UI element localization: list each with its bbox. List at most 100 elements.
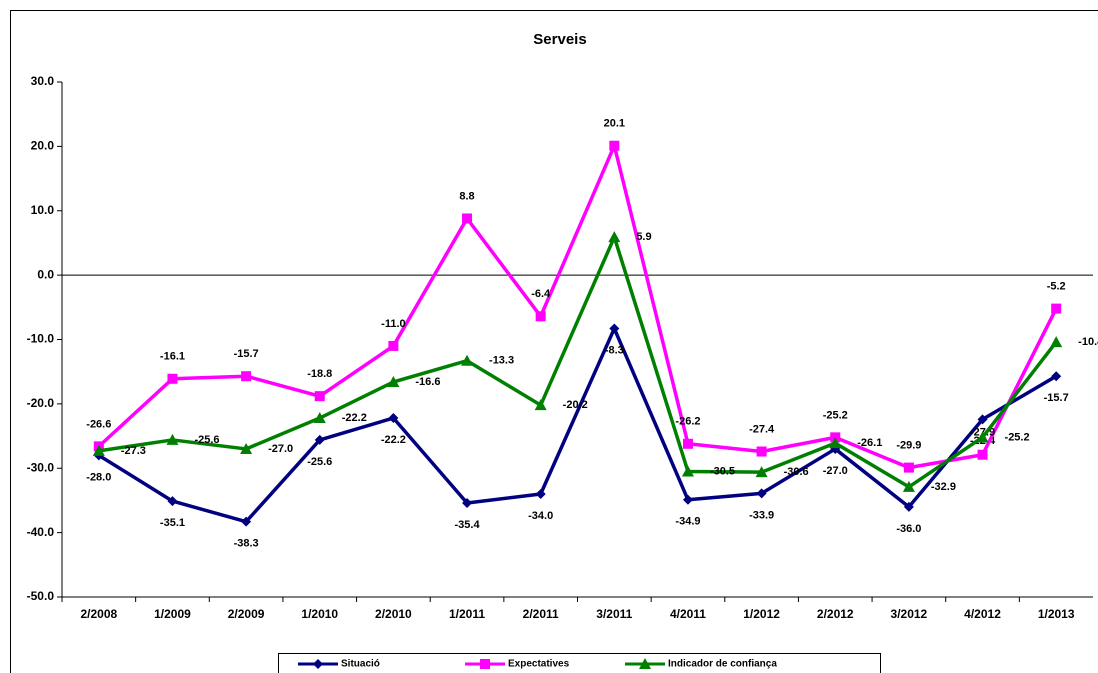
data-point <box>241 516 252 527</box>
data-label: 20.1 <box>604 118 625 130</box>
legend-box <box>278 653 881 673</box>
data-label: -26.1 <box>857 437 882 449</box>
data-label: -35.1 <box>160 517 185 529</box>
data-point <box>387 375 400 387</box>
data-point <box>167 373 178 384</box>
data-point <box>609 140 620 151</box>
data-label: -38.3 <box>234 538 259 550</box>
data-label: -25.6 <box>307 456 332 468</box>
data-point <box>976 431 989 443</box>
x-tick-label: 1/2011 <box>449 607 485 621</box>
x-tick-label: 1/2009 <box>154 607 191 621</box>
data-point <box>534 399 547 411</box>
data-label: -27.4 <box>749 423 775 435</box>
data-label: -18.8 <box>307 368 332 380</box>
data-point <box>240 442 253 454</box>
data-point <box>388 340 399 351</box>
legend-marker <box>480 659 490 669</box>
data-point <box>166 433 179 445</box>
data-label: -22.2 <box>342 412 367 424</box>
x-tick-label: 2/2012 <box>817 607 854 621</box>
data-point <box>756 446 767 457</box>
data-label: -16.6 <box>415 376 440 388</box>
data-point <box>92 444 105 456</box>
data-label: -29.9 <box>896 440 921 452</box>
x-tick-label: 1/2010 <box>301 607 338 621</box>
data-label: -30.6 <box>784 466 809 478</box>
data-label: -15.7 <box>1044 392 1069 404</box>
x-tick-label: 2/2010 <box>375 607 412 621</box>
x-tick-label: 3/2011 <box>596 607 632 621</box>
legend: Situació Expectatives Indicador de confian… <box>278 653 881 673</box>
x-tick-label: 1/2013 <box>1038 607 1075 621</box>
data-point <box>977 449 988 460</box>
data-label: -16.1 <box>160 351 185 363</box>
legend-label: Situació <box>341 659 380 670</box>
data-point <box>609 323 620 334</box>
data-label: -11.0 <box>381 318 405 330</box>
legend-label: Indicador de confiança <box>668 659 777 670</box>
data-point <box>461 354 474 366</box>
series-line <box>97 143 1058 470</box>
data-label: -27.0 <box>268 443 293 455</box>
chart-border <box>10 10 1098 673</box>
data-point <box>682 438 693 449</box>
data-label: -28.0 <box>86 471 111 483</box>
data-label: -33.9 <box>749 509 774 521</box>
data-point <box>756 488 767 499</box>
data-point <box>977 414 988 425</box>
y-tick-label: -30.0 <box>27 460 55 474</box>
x-tick-label: 2/2011 <box>523 607 559 621</box>
data-point <box>1050 336 1063 348</box>
y-tick-label: -20.0 <box>27 396 55 410</box>
y-tick-label: 20.0 <box>31 139 55 153</box>
data-point <box>167 496 178 507</box>
data-point <box>681 465 694 477</box>
data-label: -6.4 <box>531 288 551 300</box>
data-label: -36.0 <box>896 523 921 535</box>
data-label: -15.7 <box>234 348 259 360</box>
data-point <box>313 412 326 424</box>
y-tick-label: 10.0 <box>31 203 55 217</box>
data-label: -25.6 <box>194 434 219 446</box>
y-tick-label: -40.0 <box>27 525 55 539</box>
data-point <box>314 391 325 402</box>
y-tick-label: -10.0 <box>27 332 55 346</box>
legend-label: Expectatives <box>508 659 570 670</box>
data-label: 5.9 <box>636 231 651 243</box>
x-tick-label: 4/2011 <box>670 607 706 621</box>
data-point <box>903 462 914 473</box>
data-label: -13.3 <box>489 355 514 367</box>
y-tick-label: -50.0 <box>27 589 55 603</box>
data-label: -8.3 <box>605 344 624 356</box>
y-tick-label: 30.0 <box>31 74 55 88</box>
data-label: -22.2 <box>381 434 406 446</box>
data-label: -10.4 <box>1078 336 1098 348</box>
series-line <box>97 326 1058 524</box>
data-label: -35.4 <box>454 519 480 531</box>
data-point <box>829 437 842 449</box>
legend-marker <box>313 659 323 669</box>
data-point <box>462 498 473 509</box>
data-point <box>902 480 915 492</box>
x-tick-label: 4/2012 <box>964 607 1001 621</box>
data-point <box>1051 303 1062 314</box>
x-tick-label: 2/2008 <box>80 607 117 621</box>
data-label: -5.2 <box>1047 281 1066 293</box>
data-label: -32.9 <box>931 481 956 493</box>
data-label: -25.2 <box>823 409 848 421</box>
data-label: -20.2 <box>563 399 588 411</box>
data-label: -27.3 <box>121 445 146 457</box>
x-tick-label: 2/2009 <box>228 607 265 621</box>
data-label: -34.0 <box>528 510 553 522</box>
data-point <box>682 494 693 505</box>
data-point <box>462 213 473 224</box>
data-point <box>241 371 252 382</box>
data-point <box>535 311 546 322</box>
data-label: 8.8 <box>459 190 474 202</box>
data-point <box>314 434 325 445</box>
data-label: -26.2 <box>675 416 700 428</box>
y-tick-label: 0.0 <box>37 267 54 281</box>
data-point <box>903 501 914 512</box>
